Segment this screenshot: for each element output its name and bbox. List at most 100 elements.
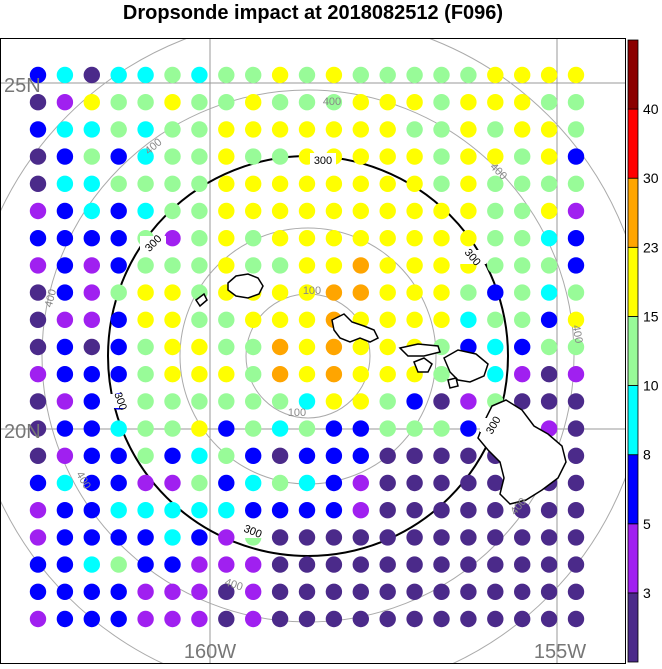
colorbar-box [627,246,639,317]
impact-dot [271,230,289,247]
impact-dot [164,257,181,274]
impact-dot [567,556,585,573]
impact-dot [29,202,47,220]
island-oahu [331,313,380,343]
impact-dot [460,66,477,84]
impact-dot [325,175,343,192]
hawaii-coastlines [194,273,567,505]
impact-dot [245,94,262,111]
colorbar-box [627,108,639,179]
impact-dot [487,284,504,301]
colorbar-tick-label: 8 [643,447,651,463]
impact-dot [325,529,343,546]
impact-dot [245,447,262,464]
impact-dot [406,94,423,111]
impact-dot [29,338,47,356]
impact-dot [83,366,101,383]
impact-dot [487,121,504,138]
impact-dot [29,148,47,165]
impact-dot [567,583,585,600]
impact-dot [137,529,154,546]
impact-dot [137,338,154,356]
island-niihau [194,292,208,308]
impact-dot [191,447,208,464]
impact-dot [379,284,396,301]
impact-dot [567,447,585,464]
impact-dot [487,474,504,492]
impact-dot [218,311,235,328]
impact-dot [271,447,289,464]
impact-dot [460,420,477,437]
impact-dot [540,148,558,165]
impact-dot [567,366,585,383]
impact-dot [298,66,316,84]
island-lanai [413,357,433,373]
impact-dot [514,366,531,383]
impact-dot [218,529,235,546]
map-panel: 300 300 300 300 300 300 100 100 400 400 … [0,15,649,669]
impact-dot [191,556,208,573]
impact-dot [298,556,316,573]
impact-dot [218,556,235,573]
impact-dot [567,175,585,192]
impact-dot [325,583,343,600]
impact-dot [460,148,477,165]
impact-dot [406,610,423,628]
impact-dot [83,202,101,220]
impact-dot [540,556,558,573]
impact-dot [245,148,262,165]
impact-dot [433,202,450,220]
impact-dot [298,257,316,274]
impact-dot [540,583,558,600]
impact-dot [164,474,181,492]
impact-dot [325,121,343,138]
impact-dot [271,202,289,220]
impact-dot [56,338,74,356]
impact-dot [164,502,181,519]
impact-dot [29,393,47,410]
impact-dot [487,556,504,573]
impact-dot [245,393,262,410]
impact-dot [325,202,343,220]
impact-dot [406,284,423,301]
impact-dot [379,556,396,573]
impact-dot [567,393,585,410]
impact-dot [406,447,423,464]
impact-dot [218,420,235,437]
impact-dot [110,66,127,84]
impact-dot [245,474,262,492]
impact-dot [433,257,450,274]
impact-dot [298,175,316,192]
impact-dot [83,502,101,519]
impact-dot [406,474,423,492]
impact-dot [137,202,154,220]
impact-dot [83,474,101,492]
impact-dot [433,175,450,192]
impact-dot [191,94,208,111]
impact-dot [137,94,154,111]
map-plot: 300 300 300 300 300 300 100 100 400 400 … [0,15,649,669]
impact-dot [110,121,127,138]
impact-dot [191,257,208,274]
impact-dot [567,121,585,138]
colorbar-boxes [627,39,639,663]
impact-dot [433,556,450,573]
impact-dot [433,148,450,165]
impact-dot [567,610,585,628]
impact-dot [83,257,101,274]
impact-dot [298,474,316,492]
impact-dot [298,393,316,410]
impact-dot [110,366,127,383]
impact-dot [487,148,504,165]
impact-dot [514,311,531,328]
impact-dot [379,148,396,165]
impact-dot [379,366,396,383]
ring-300-label-top: 300 [314,155,332,167]
impact-dot [487,338,504,356]
impact-dot [433,366,450,383]
impact-dot [164,366,181,383]
ring-400-label-top: 400 [323,96,341,108]
impact-dot [514,502,531,519]
impact-dot [271,257,289,274]
impact-dot [487,94,504,111]
